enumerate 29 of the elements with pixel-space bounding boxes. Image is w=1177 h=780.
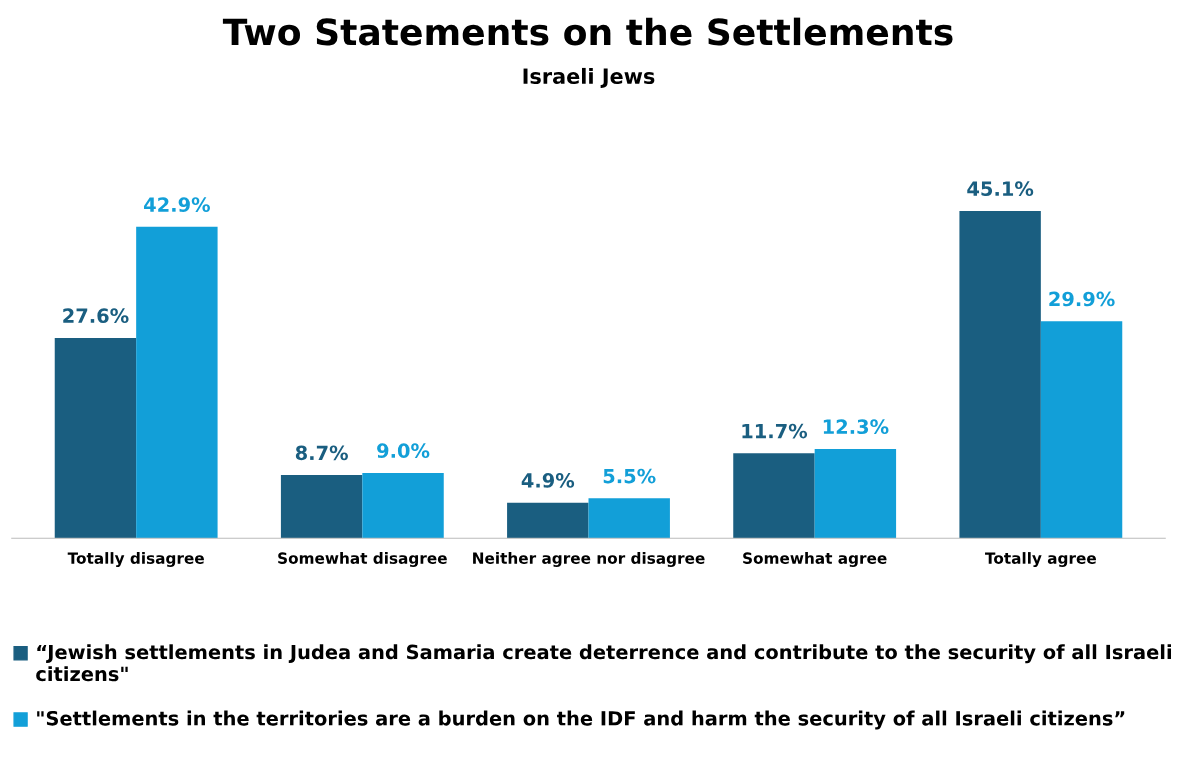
bar: [54, 337, 137, 539]
data-label: 29.9%: [1049, 291, 1115, 307]
chart-subtitle: Israeli Jews: [523, 67, 655, 88]
bar: [588, 498, 670, 539]
chart-title: Two Statements on the Settlements: [222, 17, 953, 46]
x-tick-label: Totally agree: [985, 552, 1096, 567]
bar: [136, 226, 218, 539]
x-tick-label: Somewhat agree: [743, 552, 887, 567]
legend-label: "Settlements in the territories are a burden on the IDF and harm the security of all Israeli citizens”: [37, 710, 1125, 730]
data-label: 8.7%: [295, 445, 348, 461]
x-tick-label: Neither agree nor disagree: [473, 552, 705, 567]
bar: [362, 472, 444, 539]
bar: [959, 210, 1041, 539]
bar: [814, 448, 897, 539]
x-tick-label: Somewhat disagree: [278, 552, 447, 567]
bar: [733, 453, 815, 539]
data-label: 12.3%: [823, 419, 889, 435]
data-label: 4.9%: [521, 473, 575, 488]
x-tick-label: Totally disagree: [67, 552, 204, 567]
data-label: 5.5%: [603, 468, 656, 484]
bar: [1040, 321, 1123, 539]
data-label: 9.0%: [377, 443, 430, 458]
data-label: 11.7%: [742, 423, 808, 439]
legend-label: “Jewish settlements in Judea and Samaria create deterrence and contribute to the security of all Israeli citizens": [36, 644, 1171, 682]
data-label: 27.6%: [63, 308, 129, 324]
bar: [507, 502, 589, 539]
bar: [280, 475, 363, 539]
data-label: 45.1%: [967, 181, 1034, 196]
data-label: 42.9%: [144, 197, 210, 212]
